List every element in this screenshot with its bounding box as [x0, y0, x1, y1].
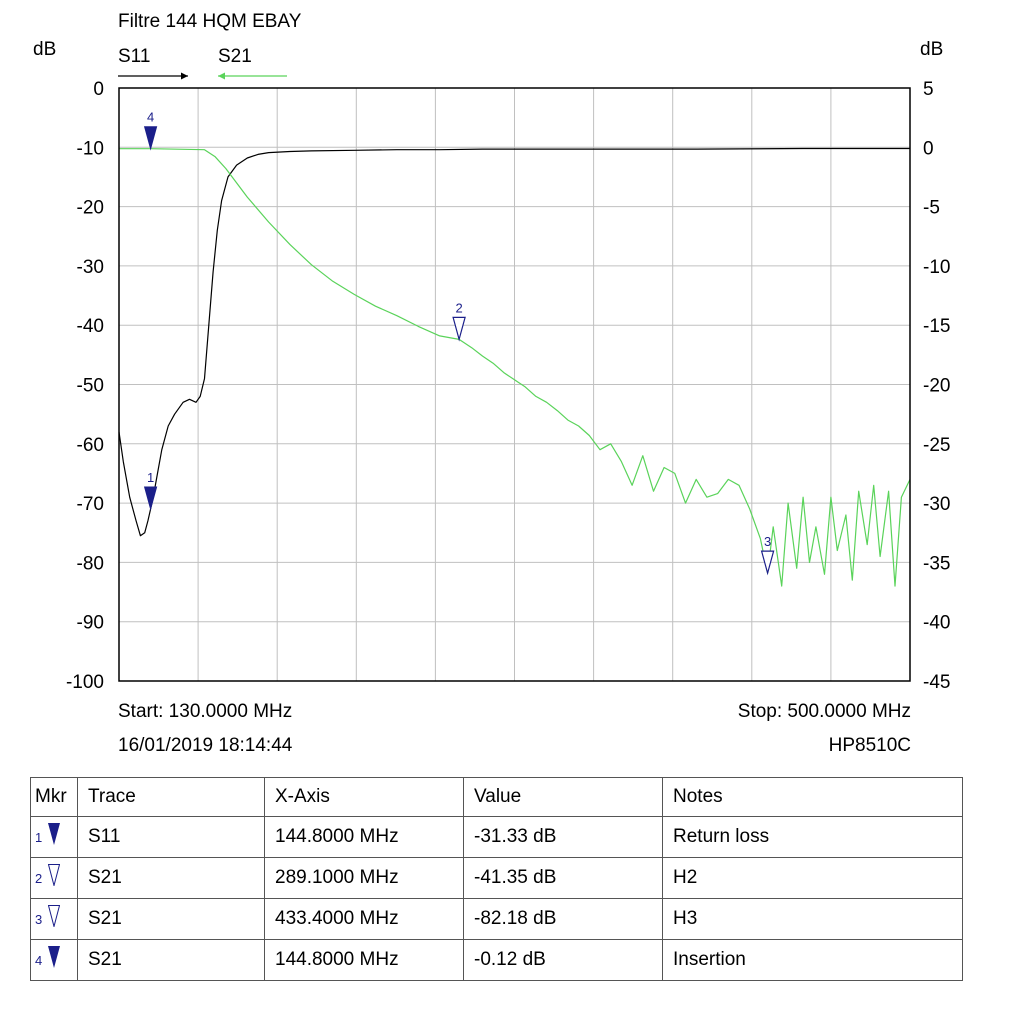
legend-s11-label: S11: [118, 46, 150, 67]
value-cell: -0.12 dB: [463, 939, 663, 981]
start-frequency: Start: 130.0000 MHz: [118, 701, 293, 722]
instrument-name: HP8510C: [828, 735, 911, 756]
notes-cell: H2: [662, 857, 963, 899]
trace-cell: S21: [77, 939, 265, 981]
value-cell: -31.33 dB: [463, 816, 663, 858]
y-right-axis-label: dB: [920, 39, 943, 60]
header-xaxis: X-Axis: [264, 777, 464, 817]
marker-cell: 4: [30, 939, 78, 981]
y-right-tick-label: 5: [923, 79, 934, 100]
grid: [119, 88, 910, 681]
marker-number: 3: [35, 911, 43, 927]
table-row: 4 S21 144.8000 MHz -0.12 dB Insertion: [30, 939, 963, 981]
marker-filled-icon: [48, 946, 61, 974]
y-left-axis-label: dB: [33, 39, 56, 60]
y-left-tick-label: -70: [77, 494, 104, 515]
marker-4-icon: [143, 126, 158, 151]
y-left-tick-label: -20: [77, 198, 104, 219]
y-left-tick-label: 0: [93, 79, 104, 100]
xaxis-cell: 144.8000 MHz: [264, 816, 464, 858]
marker-open-icon: [48, 864, 61, 892]
xaxis-cell: 289.1000 MHz: [264, 857, 464, 899]
y-right-tick-label: -10: [923, 257, 950, 278]
y-left-tick-label: -40: [77, 316, 104, 337]
trace-cell: S21: [77, 857, 265, 899]
y-left-tick-label: -30: [77, 257, 104, 278]
chart: Filtre 144 HQM EBAY dB dB 0 -10 -20 -30 -40 -…: [33, 11, 951, 693]
xaxis-cell: 144.8000 MHz: [264, 939, 464, 981]
notes-cell: Insertion: [662, 939, 963, 981]
marker-number: 2: [35, 870, 43, 886]
markers: 1 2 3 4: [143, 110, 775, 576]
marker-3-icon: [760, 550, 775, 576]
trace-legend: S11 S21: [118, 46, 287, 80]
table-row: 2 S21 289.1000 MHz -41.35 dB H2: [30, 857, 963, 899]
notes-cell: H3: [662, 898, 963, 940]
y-right-tick-label: -40: [923, 613, 950, 634]
timestamp: 16/01/2019 18:14:44: [118, 735, 293, 756]
y-right-tick-label: -30: [923, 494, 950, 515]
y-right-tick-label: -45: [923, 672, 950, 693]
marker-4-label: 4: [147, 110, 154, 125]
plot-frame: [118, 87, 911, 682]
marker-table: Mkr Trace X-Axis Value Notes 1 S11 144.8…: [30, 777, 963, 981]
y-left-tick-label: -10: [77, 138, 104, 159]
stop-frequency: Stop: 500.0000 MHz: [737, 701, 911, 722]
marker-filled-icon: [48, 823, 61, 851]
marker-1-label: 1: [147, 470, 154, 485]
axis-ticks: 0 -10 -20 -30 -40 -50 -60 -70 -80 -90 -100 5 0 -5 -10 -…: [66, 79, 951, 693]
xaxis-cell: 433.4000 MHz: [264, 898, 464, 940]
y-left-tick-label: -80: [77, 553, 104, 574]
table-row: 1 S11 144.8000 MHz -31.33 dB Return loss: [30, 816, 963, 858]
marker-number: 1: [35, 829, 43, 845]
y-left-tick-label: -100: [66, 672, 104, 693]
trace-cell: S11: [77, 816, 265, 858]
header-notes: Notes: [662, 777, 963, 817]
series-traces: [118, 147, 911, 587]
legend-s21-label: S21: [218, 46, 252, 67]
marker-cell: 1: [30, 816, 78, 858]
series-line-s11: [118, 147, 910, 537]
series-line-s21: [119, 148, 911, 587]
legend-arrow-head: [218, 72, 225, 80]
marker-cell: 3: [30, 898, 78, 940]
header-mkr: Mkr: [30, 777, 78, 817]
notes-cell: Return loss: [662, 816, 963, 858]
marker-cell: 2: [30, 857, 78, 899]
marker-table-header: Mkr Trace X-Axis Value Notes: [30, 777, 963, 817]
y-left-tick-label: -50: [77, 376, 104, 397]
marker-open-icon: [48, 905, 61, 933]
value-cell: -82.18 dB: [463, 898, 663, 940]
trace-cell: S21: [77, 898, 265, 940]
marker-1-icon: [143, 486, 158, 511]
y-right-tick-label: -15: [923, 316, 950, 337]
chart-title: Filtre 144 HQM EBAY: [118, 11, 302, 32]
y-right-tick-label: -25: [923, 435, 950, 456]
marker-2-icon: [452, 316, 466, 342]
y-right-tick-label: 0: [923, 138, 934, 159]
value-cell: -41.35 dB: [463, 857, 663, 899]
header-value: Value: [463, 777, 663, 817]
marker-2-label: 2: [456, 300, 463, 315]
table-row: 3 S21 433.4000 MHz -82.18 dB H3: [30, 898, 963, 940]
header-trace: Trace: [77, 777, 265, 817]
y-right-tick-label: -35: [923, 553, 950, 574]
legend-arrow-head: [181, 72, 188, 80]
marker-number: 4: [35, 952, 43, 968]
y-left-tick-label: -60: [77, 435, 104, 456]
y-left-tick-label: -90: [77, 613, 104, 634]
y-right-tick-label: -20: [923, 376, 950, 397]
y-right-tick-label: -5: [923, 198, 940, 219]
marker-3-label: 3: [764, 534, 771, 549]
